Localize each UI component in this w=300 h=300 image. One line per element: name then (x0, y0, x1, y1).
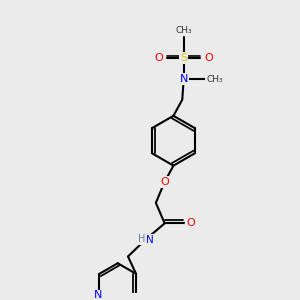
Text: O: O (160, 177, 169, 187)
Text: O: O (187, 218, 195, 228)
Text: N: N (179, 74, 188, 84)
Text: CH₃: CH₃ (176, 26, 192, 35)
Text: H: H (138, 234, 146, 244)
Text: O: O (155, 53, 164, 63)
Text: S: S (180, 53, 187, 63)
Text: O: O (204, 53, 213, 63)
Text: CH₃: CH₃ (206, 75, 223, 84)
Text: N: N (94, 290, 102, 300)
Text: N: N (146, 235, 154, 244)
